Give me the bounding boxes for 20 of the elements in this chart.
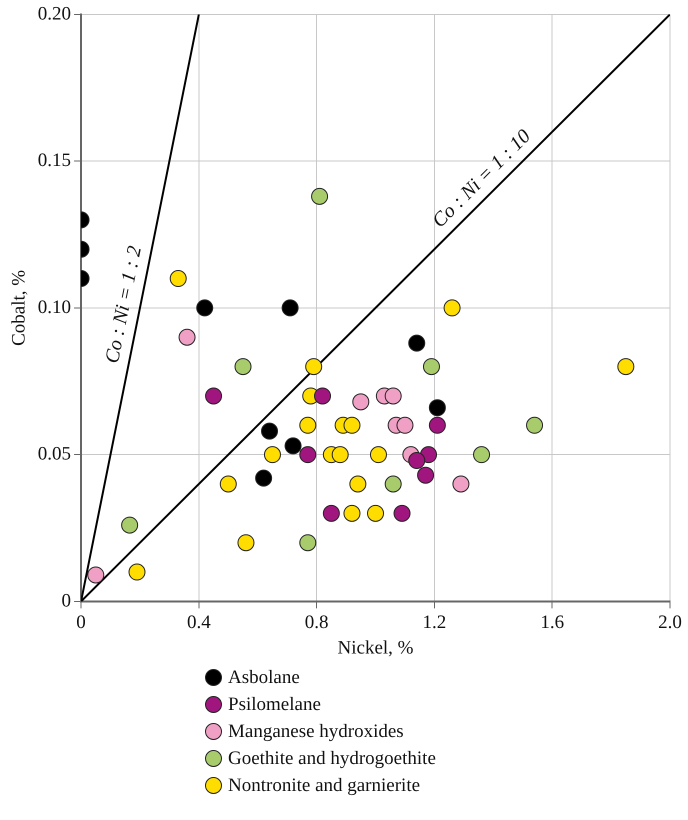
legend-label: Nontronite and garnierite: [228, 774, 420, 796]
annotation: Co : Ni = 1 : 2: [101, 244, 146, 366]
x-tick-label: 2.0: [658, 612, 682, 633]
y-tick-label: 0: [62, 590, 72, 612]
y-tick-label: 0.10: [38, 296, 72, 318]
annotation: Co : Ni = 1 : 10: [428, 125, 535, 232]
legend-label: Psilomelane: [228, 694, 321, 716]
x-axis-title: Nickel, %: [338, 638, 414, 659]
y-tick-label: 0.20: [38, 3, 72, 24]
x-tick-label: 0.4: [186, 612, 212, 633]
y-axis-title: Cobalt, %: [8, 270, 30, 346]
x-tick-label: 0: [76, 612, 86, 633]
x-tick-label: 1.2: [422, 612, 446, 633]
legend-label: Manganese hydroxides: [228, 720, 404, 742]
y-tick-label: 0.15: [38, 150, 72, 172]
x-tick-label: 1.6: [540, 612, 564, 633]
legend-label: Asbolane: [228, 666, 300, 688]
legend-label: Goethite and hydrogoethite: [228, 748, 436, 770]
x-tick-label: 0.8: [304, 612, 329, 633]
y-tick-label: 0.05: [38, 444, 72, 465]
